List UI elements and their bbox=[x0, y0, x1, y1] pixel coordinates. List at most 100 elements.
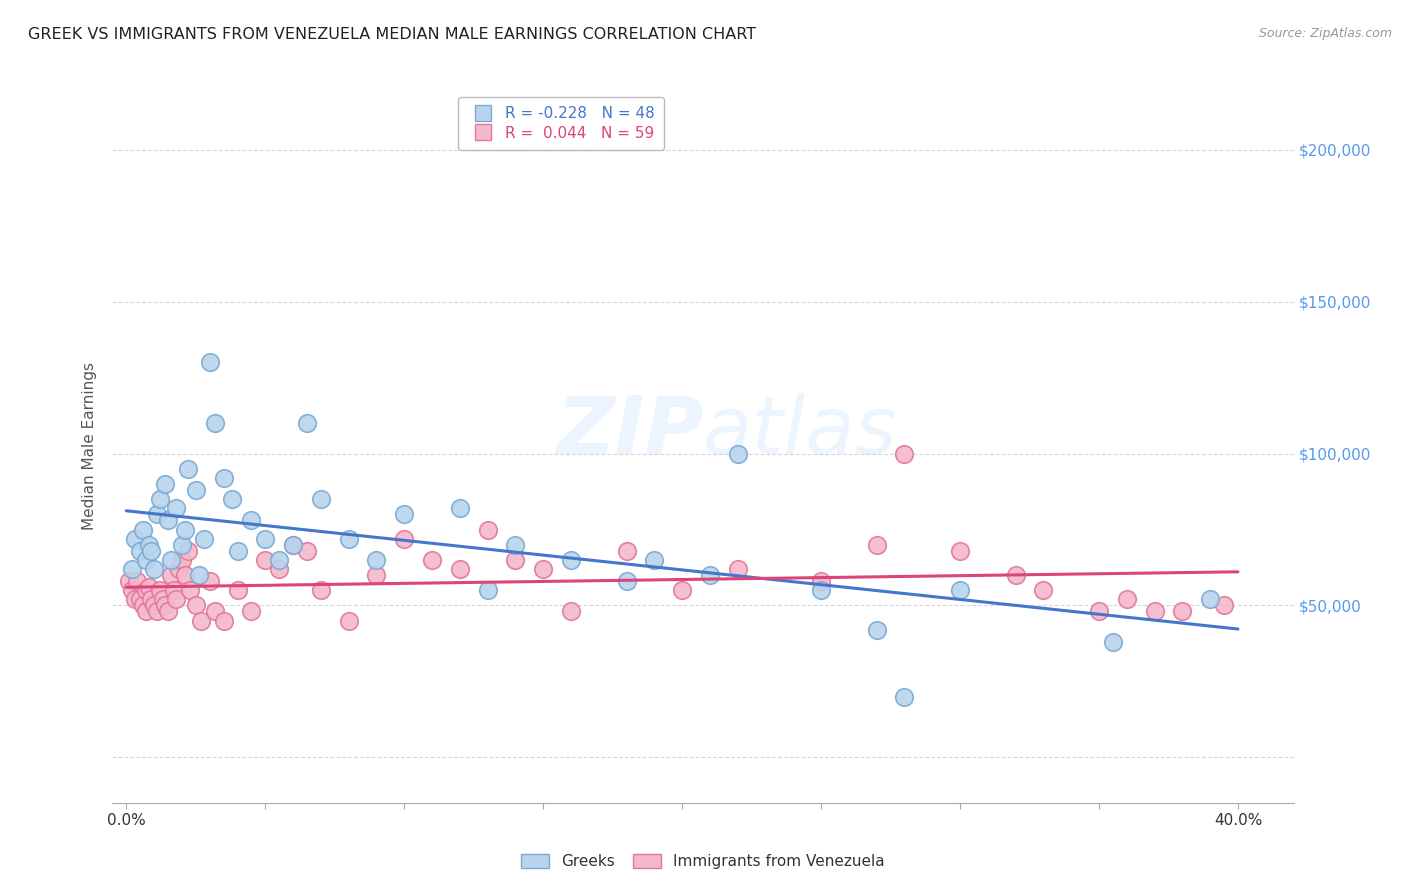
Point bbox=[394, 532, 416, 546]
Point bbox=[160, 568, 183, 582]
Point bbox=[143, 562, 166, 576]
Point bbox=[727, 447, 749, 461]
Point bbox=[1199, 592, 1222, 607]
Point bbox=[226, 543, 249, 558]
Point bbox=[221, 492, 243, 507]
Point bbox=[165, 592, 187, 607]
Point bbox=[477, 523, 499, 537]
Point bbox=[1004, 568, 1026, 582]
Text: Source: ZipAtlas.com: Source: ZipAtlas.com bbox=[1258, 27, 1392, 40]
Point bbox=[198, 355, 221, 369]
Point bbox=[269, 562, 291, 576]
Point bbox=[394, 508, 416, 522]
Point bbox=[141, 543, 163, 558]
Point bbox=[132, 523, 155, 537]
Point bbox=[121, 583, 143, 598]
Point bbox=[449, 501, 471, 516]
Point bbox=[135, 605, 157, 619]
Point bbox=[155, 599, 177, 613]
Point bbox=[505, 553, 527, 567]
Point bbox=[138, 580, 160, 594]
Point bbox=[893, 447, 915, 461]
Point bbox=[170, 538, 193, 552]
Legend: R = -0.228   N = 48, R =  0.044   N = 59: R = -0.228 N = 48, R = 0.044 N = 59 bbox=[458, 97, 665, 150]
Point bbox=[866, 538, 889, 552]
Text: GREEK VS IMMIGRANTS FROM VENEZUELA MEDIAN MALE EARNINGS CORRELATION CHART: GREEK VS IMMIGRANTS FROM VENEZUELA MEDIA… bbox=[28, 27, 756, 42]
Point bbox=[129, 592, 152, 607]
Point bbox=[132, 599, 155, 613]
Text: atlas: atlas bbox=[703, 392, 898, 471]
Y-axis label: Median Male Earnings: Median Male Earnings bbox=[82, 362, 97, 530]
Point bbox=[155, 477, 177, 491]
Point bbox=[643, 553, 665, 567]
Point bbox=[1032, 583, 1054, 598]
Point bbox=[176, 543, 198, 558]
Point bbox=[129, 543, 152, 558]
Point bbox=[1088, 605, 1111, 619]
Point bbox=[281, 538, 304, 552]
Point bbox=[505, 538, 527, 552]
Point bbox=[162, 583, 184, 598]
Point bbox=[420, 553, 443, 567]
Point bbox=[866, 623, 889, 637]
Point bbox=[337, 614, 360, 628]
Point bbox=[309, 492, 332, 507]
Point bbox=[1115, 592, 1137, 607]
Point bbox=[240, 605, 263, 619]
Point bbox=[254, 532, 277, 546]
Point bbox=[138, 538, 160, 552]
Point bbox=[157, 513, 180, 527]
Point bbox=[949, 543, 972, 558]
Point bbox=[1143, 605, 1166, 619]
Point bbox=[337, 532, 360, 546]
Point bbox=[176, 462, 198, 476]
Point bbox=[157, 605, 180, 619]
Point bbox=[1102, 635, 1125, 649]
Point bbox=[295, 543, 318, 558]
Point bbox=[184, 599, 207, 613]
Point bbox=[160, 553, 183, 567]
Point bbox=[149, 492, 172, 507]
Point bbox=[121, 562, 143, 576]
Point bbox=[893, 690, 915, 704]
Point bbox=[1213, 599, 1236, 613]
Point bbox=[124, 592, 146, 607]
Point bbox=[366, 553, 388, 567]
Text: ZIP: ZIP bbox=[555, 392, 703, 471]
Point bbox=[616, 543, 638, 558]
Point bbox=[254, 553, 277, 567]
Point bbox=[179, 583, 201, 598]
Point bbox=[198, 574, 221, 588]
Point bbox=[1171, 605, 1194, 619]
Point bbox=[146, 605, 169, 619]
Point bbox=[165, 501, 187, 516]
Point bbox=[212, 471, 235, 485]
Point bbox=[671, 583, 693, 598]
Point bbox=[477, 583, 499, 598]
Point bbox=[141, 592, 163, 607]
Point bbox=[149, 583, 172, 598]
Point bbox=[531, 562, 554, 576]
Point bbox=[127, 574, 149, 588]
Point bbox=[699, 568, 721, 582]
Point bbox=[146, 508, 169, 522]
Point bbox=[173, 568, 195, 582]
Point bbox=[560, 605, 582, 619]
Point bbox=[204, 605, 226, 619]
Point bbox=[173, 523, 195, 537]
Point bbox=[281, 538, 304, 552]
Point bbox=[118, 574, 141, 588]
Point bbox=[190, 614, 212, 628]
Point bbox=[295, 416, 318, 430]
Point bbox=[187, 568, 209, 582]
Point bbox=[124, 532, 146, 546]
Point bbox=[560, 553, 582, 567]
Point bbox=[810, 583, 832, 598]
Point bbox=[167, 562, 190, 576]
Point bbox=[727, 562, 749, 576]
Point bbox=[616, 574, 638, 588]
Point bbox=[143, 599, 166, 613]
Point bbox=[240, 513, 263, 527]
Point bbox=[366, 568, 388, 582]
Point bbox=[152, 592, 174, 607]
